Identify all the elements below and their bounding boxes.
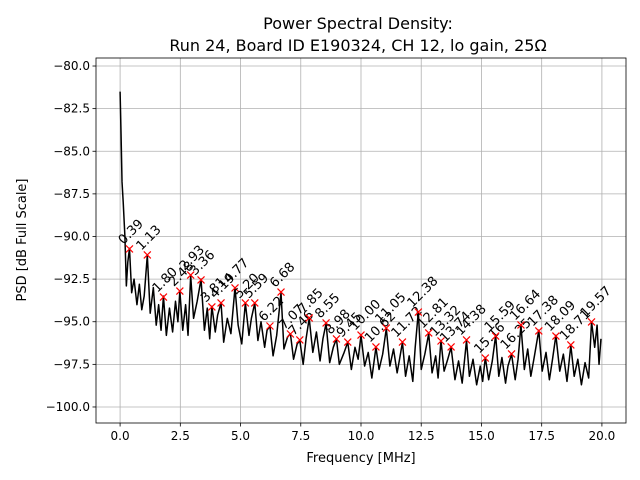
peak-marker	[437, 337, 445, 345]
y-tick-label: −80.0	[53, 59, 90, 73]
x-tick-label: 20.0	[589, 429, 616, 443]
chart-title: Power Spectral Density:	[263, 14, 453, 33]
peak-marker	[277, 288, 285, 296]
y-tick-label: −95.0	[53, 315, 90, 329]
peak-marker	[462, 336, 471, 344]
peak-marker	[332, 335, 341, 343]
y-tick-label: −90.0	[53, 229, 90, 243]
peak-marker	[382, 324, 391, 332]
x-tick-label: 2.5	[171, 429, 190, 443]
peak-marker	[447, 343, 456, 351]
y-tick-label: −97.5	[53, 357, 90, 371]
x-tick-label: 15.0	[468, 429, 495, 443]
peak-marker	[207, 302, 216, 311]
peak-marker	[414, 308, 423, 316]
peak-label: 6.68	[267, 260, 298, 291]
x-tick-label: 7.5	[291, 429, 310, 443]
peak-marker	[143, 250, 152, 259]
peak-marker	[217, 299, 225, 307]
peak-marker	[587, 317, 596, 326]
y-tick-label: −87.5	[53, 187, 90, 201]
y-tick-label: −92.5	[53, 272, 90, 286]
peak-marker	[357, 331, 365, 339]
peak-marker	[250, 299, 259, 307]
peak-label: 19.57	[578, 284, 615, 321]
peak-marker	[186, 271, 195, 279]
peak-marker	[372, 343, 380, 351]
peak-marker	[507, 350, 516, 358]
peak-marker	[159, 293, 168, 301]
psd-line	[119, 91, 602, 386]
peak-marker	[305, 314, 314, 322]
peak-marker	[491, 332, 500, 340]
peak-marker	[241, 299, 250, 307]
peak-marker	[286, 330, 295, 338]
peak-marker	[551, 332, 560, 340]
peak-marker	[566, 340, 575, 349]
plot-frame	[95, 57, 627, 424]
x-tick-label: 10.0	[348, 429, 375, 443]
peak-marker	[266, 322, 274, 330]
y-tick-label: −85.0	[53, 144, 90, 158]
chart-subtitle: Run 24, Board ID E190324, CH 12, lo gain…	[169, 36, 546, 55]
peak-marker	[175, 287, 184, 295]
peak-marker	[517, 321, 525, 329]
peak-marker	[322, 319, 330, 327]
peak-marker	[481, 354, 490, 362]
x-tick-label: 5.0	[231, 429, 250, 443]
peak-marker	[231, 284, 239, 292]
y-tick-label: −82.5	[53, 102, 90, 116]
peak-marker	[197, 276, 205, 284]
x-tick-label: 17.5	[528, 429, 555, 443]
peak-marker	[343, 338, 352, 346]
y-axis-label: PSD [dB Full Scale]	[15, 178, 30, 301]
x-tick-label: 0.0	[111, 429, 130, 443]
peak-marker	[125, 245, 134, 253]
peak-label: 5.59	[241, 271, 272, 302]
peak-marker	[398, 338, 407, 346]
peak-marker	[424, 329, 433, 337]
peak-marker	[534, 327, 543, 335]
x-axis-label: Frequency [MHz]	[306, 451, 415, 466]
y-tick-label: −100.0	[46, 400, 90, 414]
x-tick-label: 12.5	[408, 429, 435, 443]
peak-marker	[295, 336, 304, 344]
